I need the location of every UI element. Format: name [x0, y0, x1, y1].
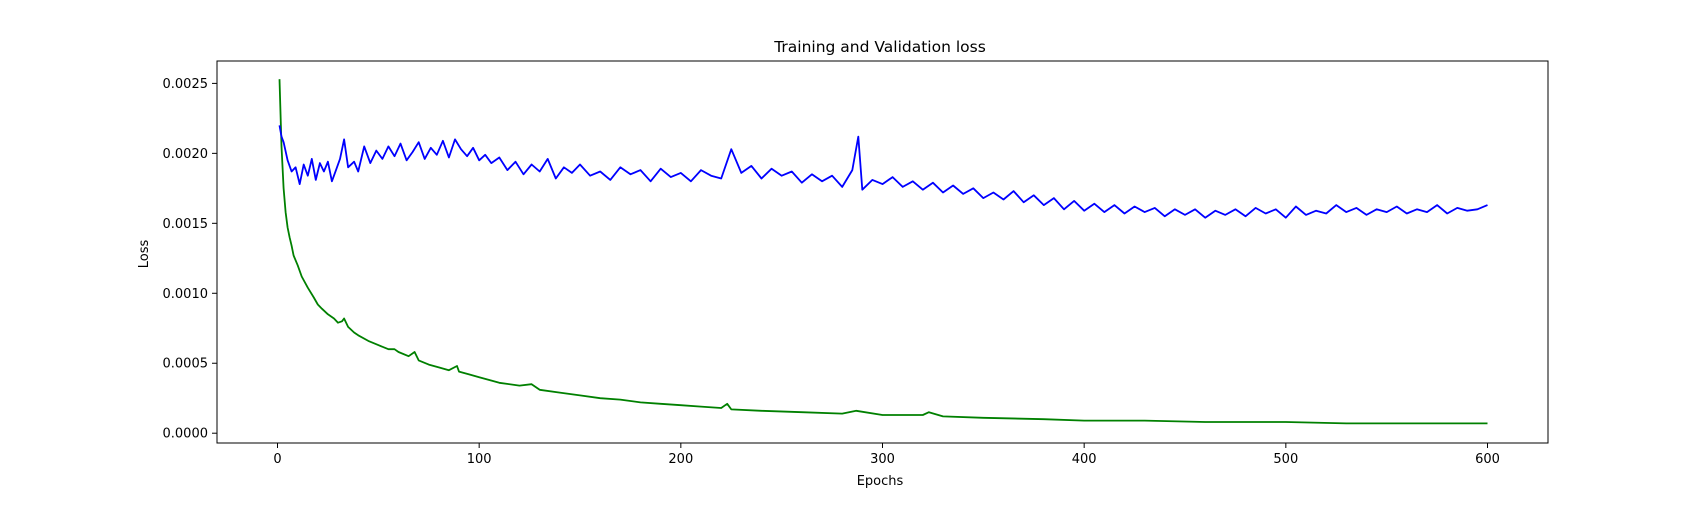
series-layer	[278, 79, 1488, 425]
y-tick-label: 0.0010	[163, 287, 209, 302]
x-tick-label: 600	[1475, 452, 1500, 467]
x-tick-label: 500	[1273, 452, 1298, 467]
y-tick-label: 0.0015	[163, 217, 209, 232]
x-tick-label: 100	[467, 452, 492, 467]
x-axis: 0 100 200 300 400 500 600	[273, 443, 1500, 467]
y-tick-label: 0.0025	[163, 77, 209, 92]
chart-title: Training and Validation loss	[773, 38, 986, 56]
y-axis-label: Loss	[137, 240, 152, 269]
x-axis-label: Epochs	[857, 474, 904, 489]
x-tick-label: 400	[1072, 452, 1097, 467]
series-line-2	[278, 125, 1488, 219]
y-axis: 0.0000 0.0005 0.0010 0.0015 0.0020 0.0025	[163, 77, 217, 442]
y-tick-label: 0.0005	[163, 357, 209, 372]
x-tick-label: 300	[870, 452, 895, 467]
x-tick-label: 200	[668, 452, 693, 467]
series-line-1	[278, 79, 1488, 425]
y-tick-label: 0.0020	[163, 147, 209, 162]
x-tick-label: 0	[273, 452, 281, 467]
y-tick-label: 0.0000	[163, 427, 209, 442]
